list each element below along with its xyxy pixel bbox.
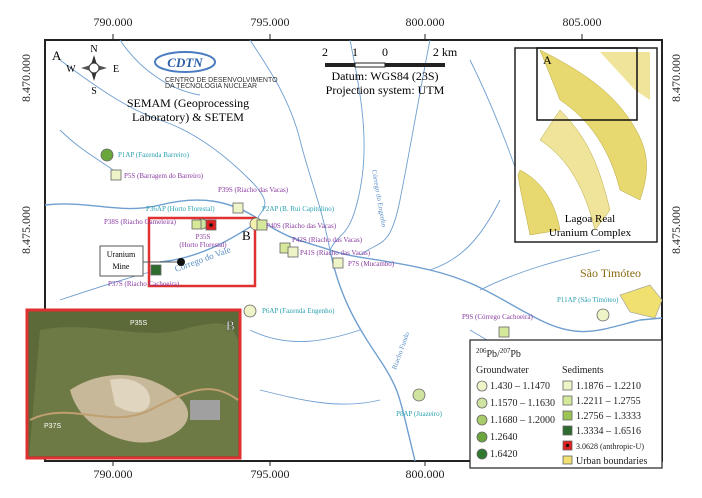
legend-item: 1.2640 [490,432,518,443]
compass-w: W [66,64,76,75]
sample-label: P40S (Riacho das Vacas) [266,222,337,230]
datum: Datum: WGS84 (23S) [331,69,438,83]
inset-caption: Lagoa Real [565,213,615,225]
compass-e: E [113,64,119,75]
legend-heading: Groundwater [476,365,529,376]
inset-a: A Lagoa Real Uranium Complex [514,47,658,243]
area-b-label: B [242,228,251,243]
legend-item: 1.1876 – 1.2210 [576,381,641,392]
compass-n: N [90,44,97,55]
legend-item: 1.2211 – 1.2755 [576,396,641,407]
sediment-marker [256,219,268,231]
credit: Laboratory) & SETEM [132,110,244,124]
urban-boundary [619,284,663,319]
grid-label: 8.470.000 [19,54,33,102]
compass-s: S [91,86,97,97]
legend-item: 1.1680 – 1.2000 [490,415,555,426]
scale-label: 1 [352,45,358,59]
sample-label: P11AP (São Timóteo) [557,296,619,304]
legend-item: 1.1570 – 1.1630 [490,398,555,409]
logo-name: CDTN [167,55,203,70]
sample-label: P39S (Riacho das Vacas) [218,186,289,194]
inset-label: A [543,53,552,67]
grid-label: 8.475.000 [669,206,683,254]
sediment-marker [110,169,122,181]
scale-label: 2 [322,45,328,59]
sediment-marker [232,202,244,214]
sample-labels: P1AP (Fazenda Barreiro) P5S (Barragem do… [104,151,619,418]
legend-item: Urban boundaries [576,456,647,467]
sample-label: P6AP (Fazenda Engenho) [262,307,335,315]
compass: N S W E [66,44,119,97]
credit: SEMAM (Geoprocessing [127,96,249,110]
grid-labels: 790.000 795.000 800.000 805.000 790.000 … [19,15,683,481]
sample-markers [100,148,610,402]
sample-label: P1AP (Fazenda Barreiro) [118,151,190,159]
legend: 206Pb/207Pb Groundwater Sediments 1.430 … [469,339,663,469]
photo-point: P37S [44,423,61,430]
sample-label: P35S (Horto Florestal) [179,233,227,249]
groundwater-marker [596,308,610,322]
grid-label: 795.000 [251,467,290,481]
grid-label: 795.000 [251,15,290,29]
legend-item: 1.430 – 1.1470 [490,381,550,392]
photo-label: B [226,318,235,333]
groundwater-marker [243,304,257,318]
inset-caption: Uranium Complex [549,227,632,239]
sample-label: P38S (Riacho Gameleira) [104,218,177,226]
grid-label: 8.475.000 [19,206,33,254]
groundwater-marker [412,388,426,402]
sample-label: P36AP (Horto Florestal) [146,205,215,213]
scale-label: 2 km [433,45,458,59]
area-b-box [147,216,257,288]
sample-label: P37S (Riacho Cachoeira) [108,280,180,288]
sample-label: P42S (Riacho das Vacas) [292,236,363,244]
scale-bar: 2 1 0 2 km [322,45,458,68]
sediment-marker [287,246,299,258]
grid-label: 790.000 [94,467,133,481]
projection: Projection system: UTM [326,83,445,97]
mine-label: Mine [113,262,130,271]
town-label: São Timóteo [580,266,641,280]
sample-label: P8AP (Juazeiro) [396,410,442,418]
legend-title: 206Pb/207Pb [476,347,521,360]
mine-marker [177,258,185,266]
legend-item: 1.2756 – 1.3333 [576,411,641,422]
sediment-marker [498,326,510,338]
legend-item: 1.3334 – 1.6516 [576,426,641,437]
sample-label: P41S (Riacho das Vacas) [300,249,371,257]
panel-label: A [52,48,62,63]
mine-label: Uranium [107,250,136,259]
grid-label: 8.470.000 [669,54,683,102]
grid-label: 800.000 [406,467,445,481]
legend-heading: Sediments [562,365,604,376]
photo-point: P35S [130,320,147,327]
grid-label: 790.000 [94,15,133,29]
sediment-marker [150,264,162,276]
groundwater-marker [100,148,114,162]
grid-label: 805.000 [563,15,602,29]
legend-item: 3.0628 (anthropic-U) [576,442,644,451]
sample-label: P7S (Mucambo) [348,260,395,268]
scale-label: 0 [382,45,388,59]
sample-label: P2AP (B. Rui Capitolino) [262,205,335,213]
sample-label: P5S (Barragem do Barreiro) [124,172,204,180]
sediment-marker [332,257,344,269]
logo-subtitle: CENTRO DE DESENVOLVIMENTO [165,77,278,84]
logo: CDTN CENTRO DE DESENVOLVIMENTO DA TECNOL… [154,51,278,90]
grid-label: 800.000 [406,15,445,29]
legend-item: 1.6420 [490,449,518,460]
mine-callout [99,245,144,277]
photo-b: B P35S P37S [25,308,242,460]
logo-subtitle: DA TECNOLOGIA NUCLEAR [165,83,257,90]
sediment-marker [191,219,202,230]
sample-label: P9S (Córrego Cachoeira) [462,313,533,321]
